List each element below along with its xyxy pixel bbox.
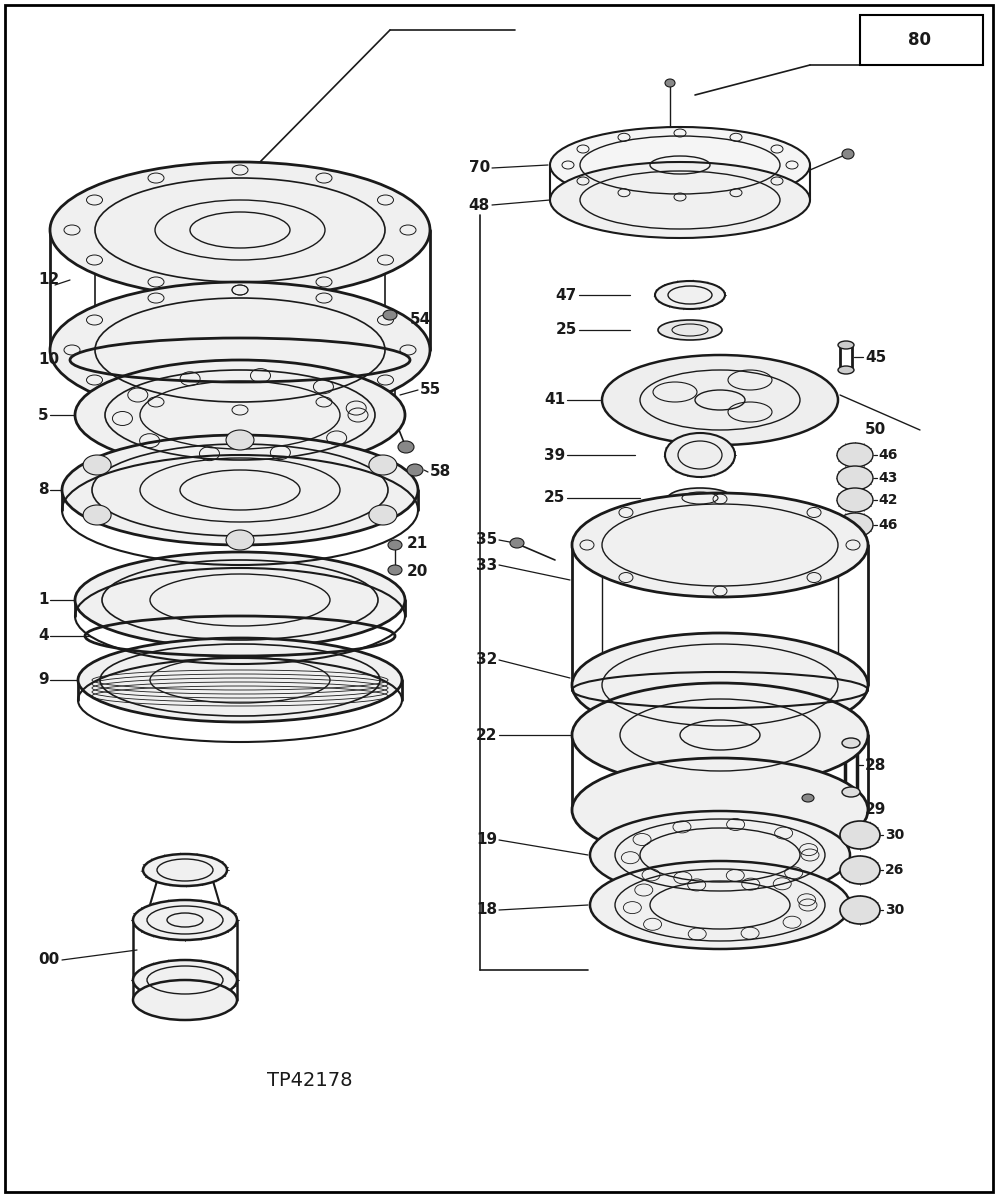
Ellipse shape xyxy=(840,821,880,849)
Ellipse shape xyxy=(602,356,838,445)
Ellipse shape xyxy=(840,897,880,924)
Text: 42: 42 xyxy=(878,493,897,508)
Ellipse shape xyxy=(550,127,810,203)
Ellipse shape xyxy=(407,464,423,476)
Ellipse shape xyxy=(133,980,237,1020)
Text: 46: 46 xyxy=(878,448,897,462)
Ellipse shape xyxy=(388,540,402,549)
Ellipse shape xyxy=(590,861,850,949)
Text: 48: 48 xyxy=(469,198,490,213)
Ellipse shape xyxy=(388,565,402,575)
Ellipse shape xyxy=(83,455,111,475)
Text: 25: 25 xyxy=(556,322,577,338)
Ellipse shape xyxy=(78,638,402,722)
Text: 10: 10 xyxy=(38,352,59,367)
Ellipse shape xyxy=(383,310,397,320)
Text: 45: 45 xyxy=(865,350,886,365)
Ellipse shape xyxy=(398,440,414,452)
Text: 8: 8 xyxy=(38,482,49,498)
Ellipse shape xyxy=(655,281,725,309)
Text: 22: 22 xyxy=(475,728,497,742)
Ellipse shape xyxy=(837,443,873,467)
Text: 43: 43 xyxy=(878,470,897,485)
Ellipse shape xyxy=(369,505,397,525)
Text: 58: 58 xyxy=(430,464,451,480)
Text: 80: 80 xyxy=(908,31,931,49)
Ellipse shape xyxy=(658,320,722,340)
Ellipse shape xyxy=(226,430,254,450)
Ellipse shape xyxy=(143,853,227,886)
Ellipse shape xyxy=(837,514,873,537)
Text: 29: 29 xyxy=(865,802,886,818)
Text: 5: 5 xyxy=(38,407,49,423)
Text: 54: 54 xyxy=(410,312,431,328)
Ellipse shape xyxy=(50,162,430,298)
Text: 46: 46 xyxy=(878,518,897,531)
Ellipse shape xyxy=(590,812,850,899)
Ellipse shape xyxy=(83,505,111,525)
Text: 30: 30 xyxy=(885,828,904,841)
Text: 26: 26 xyxy=(885,863,904,877)
Text: 41: 41 xyxy=(544,393,565,407)
Text: 30: 30 xyxy=(885,903,904,917)
Text: 47: 47 xyxy=(556,287,577,303)
Ellipse shape xyxy=(842,148,854,159)
Text: 39: 39 xyxy=(544,448,565,462)
Text: 50: 50 xyxy=(865,423,886,437)
Ellipse shape xyxy=(802,794,814,802)
Text: 35: 35 xyxy=(476,533,497,547)
Text: 70: 70 xyxy=(469,160,490,176)
Ellipse shape xyxy=(572,493,868,597)
Ellipse shape xyxy=(75,552,405,648)
Ellipse shape xyxy=(369,455,397,475)
Ellipse shape xyxy=(668,488,732,508)
Text: 21: 21 xyxy=(407,535,428,551)
Ellipse shape xyxy=(50,282,430,418)
Ellipse shape xyxy=(572,758,868,862)
Ellipse shape xyxy=(226,530,254,549)
Text: 12: 12 xyxy=(38,273,59,287)
Ellipse shape xyxy=(75,360,405,470)
Ellipse shape xyxy=(842,786,860,797)
Text: TP42178: TP42178 xyxy=(267,1070,352,1089)
Text: 20: 20 xyxy=(407,565,428,579)
Ellipse shape xyxy=(838,366,854,373)
Text: 55: 55 xyxy=(420,383,441,397)
Ellipse shape xyxy=(840,856,880,885)
Text: 19: 19 xyxy=(476,832,497,847)
Ellipse shape xyxy=(837,466,873,490)
Text: 33: 33 xyxy=(476,558,497,572)
Text: 25: 25 xyxy=(544,491,565,505)
Ellipse shape xyxy=(665,433,735,476)
Ellipse shape xyxy=(572,683,868,786)
Text: 28: 28 xyxy=(865,758,886,772)
Ellipse shape xyxy=(133,900,237,940)
Ellipse shape xyxy=(838,341,854,350)
Ellipse shape xyxy=(510,537,524,548)
Text: 9: 9 xyxy=(38,673,49,687)
Ellipse shape xyxy=(550,162,810,238)
Ellipse shape xyxy=(133,960,237,999)
Text: 1: 1 xyxy=(38,593,49,608)
Ellipse shape xyxy=(842,739,860,748)
Bar xyxy=(860,16,983,65)
Ellipse shape xyxy=(62,435,418,545)
Ellipse shape xyxy=(572,633,868,737)
Text: 18: 18 xyxy=(476,903,497,917)
Text: 00: 00 xyxy=(38,953,59,967)
Ellipse shape xyxy=(665,79,675,87)
Ellipse shape xyxy=(837,488,873,512)
Text: 32: 32 xyxy=(476,652,497,668)
Text: 4: 4 xyxy=(38,628,49,644)
